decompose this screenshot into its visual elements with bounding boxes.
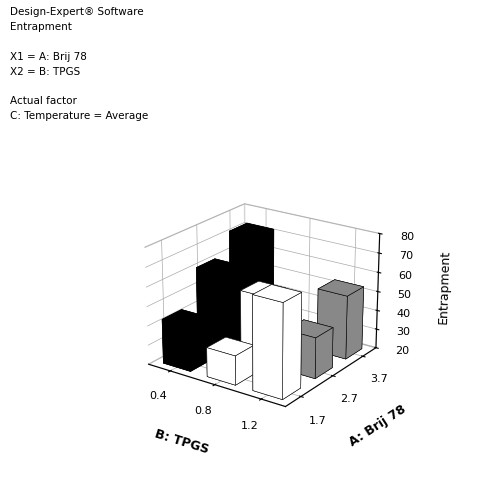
X-axis label: B: TPGS: B: TPGS: [153, 428, 211, 457]
Y-axis label: A: Brij 78: A: Brij 78: [348, 403, 409, 449]
Text: Design-Expert® Software
Entrapment

X1 = A: Brij 78
X2 = B: TPGS

Actual factor
: Design-Expert® Software Entrapment X1 = …: [10, 7, 148, 121]
